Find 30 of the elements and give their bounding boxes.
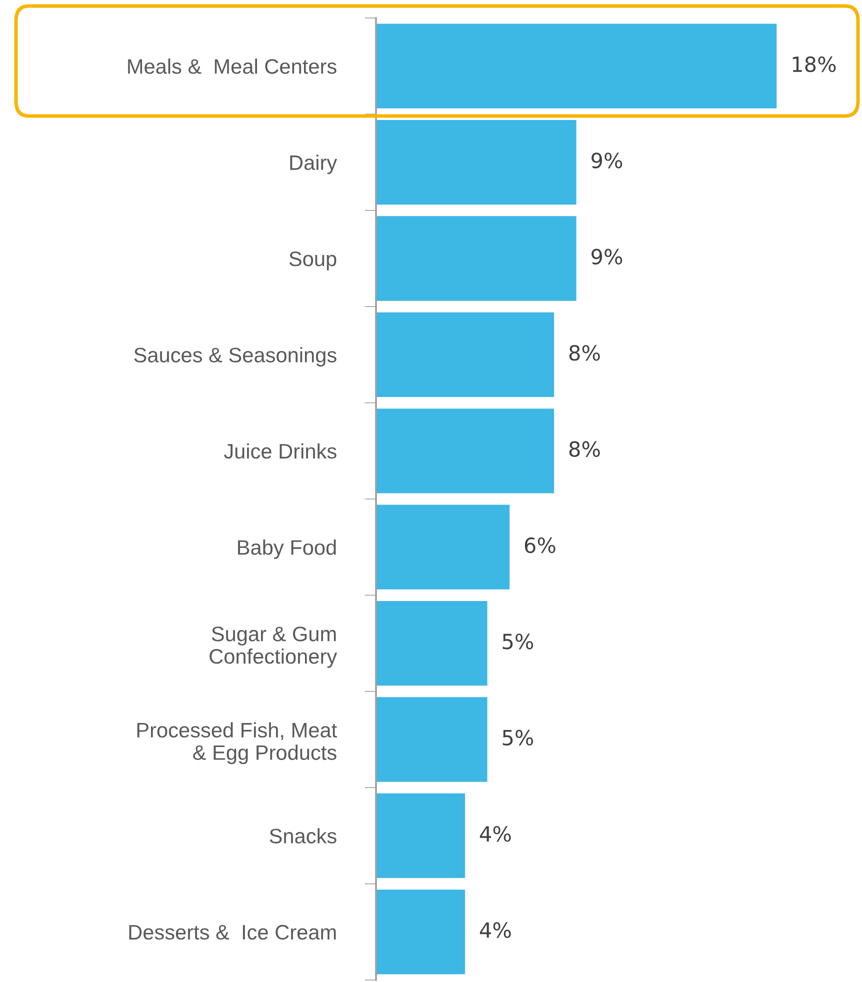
bar: [376, 312, 554, 398]
data-label: 5%: [502, 730, 534, 746]
bar: [376, 697, 488, 782]
data-label: 8%: [569, 441, 600, 457]
bar: [376, 24, 777, 108]
data-label: 5%: [502, 634, 534, 650]
data-label: 6%: [524, 537, 556, 554]
bar: [376, 793, 466, 878]
y-tick-label: Dairy: [290, 154, 338, 174]
bar: [376, 600, 488, 686]
bar: [376, 504, 510, 590]
data-label: 18%: [792, 56, 836, 72]
y-tick-label: Juice Drinks: [224, 443, 336, 459]
y-tick-label: Snacks: [270, 828, 336, 844]
data-label: 9%: [592, 152, 622, 168]
y-tick-label: Soup: [289, 252, 336, 270]
data-label: 8%: [569, 344, 600, 361]
bar: [376, 120, 576, 205]
y-tick-label: Desserts & Ice Cream: [129, 924, 336, 940]
bar: [376, 216, 576, 301]
bar: [376, 890, 466, 974]
bar: [376, 408, 554, 494]
data-label: 9%: [592, 248, 622, 265]
data-label: 4%: [480, 826, 511, 842]
data-label: 4%: [480, 922, 511, 938]
y-tick-label: Meals & Meal Centers: [128, 58, 336, 74]
y-tick-label: Baby Food: [238, 540, 336, 559]
y-tick-label: Sauces & Seasonings: [134, 347, 336, 367]
y-tick-label: Processed Fish, Meat & Egg Products: [137, 722, 337, 764]
y-tick-label: Sugar & Gum Confectionery: [210, 626, 338, 668]
